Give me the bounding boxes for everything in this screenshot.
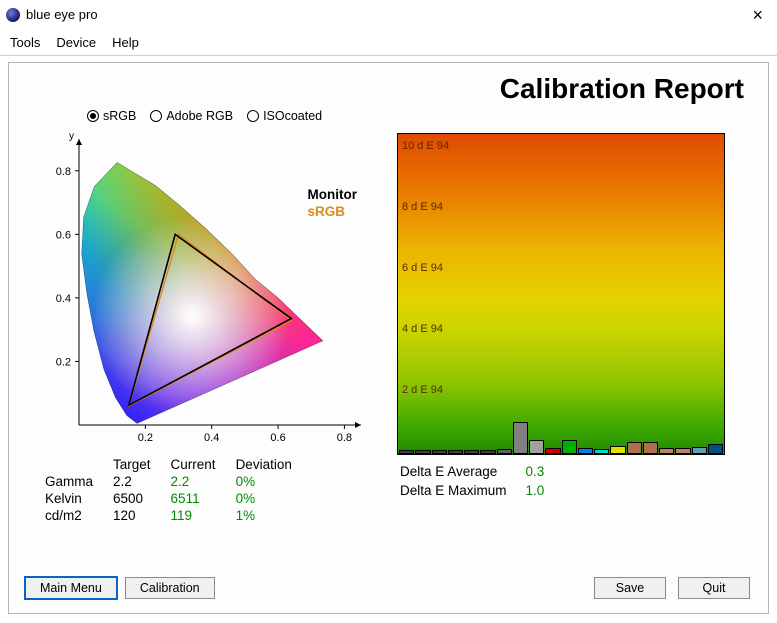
stat-current: 119 [171,508,234,523]
de-bar [497,449,512,454]
content-frame: Calibration Report sRGB Adobe RGB ISOcoa… [8,62,769,614]
right-column: 10 d E 94 8 d E 94 6 d E 94 4 d E 94 2 d E 9… [397,133,741,501]
de-grid-label: 4 d E 94 [402,323,443,335]
de-avg-label: Delta E Average [399,463,523,480]
de-grid-label: 2 d E 94 [402,384,443,396]
de-bar [643,442,658,454]
stat-deviation: 1% [236,508,310,523]
app-icon [6,8,20,22]
svg-text:0.6: 0.6 [56,229,71,241]
save-button[interactable]: Save [594,577,666,599]
stat-name: cd/m2 [45,508,111,523]
table-row: Kelvin650065110% [45,491,310,506]
de-bar [432,450,447,454]
radio-dot-icon [247,110,259,122]
stat-deviation: 0% [236,474,310,489]
stat-target: 120 [113,508,169,523]
de-max-label: Delta E Maximum [399,482,523,499]
legend-monitor: Monitor [308,187,358,204]
svg-text:0.8: 0.8 [56,166,71,178]
menu-device[interactable]: Device [56,35,96,50]
buttons-right: Save Quit [594,577,750,599]
de-bar [659,448,674,454]
delta-e-bars [398,418,724,454]
stat-target: 6500 [113,491,169,506]
quit-button[interactable]: Quit [678,577,750,599]
stats-table: Target Current Deviation Gamma2.22.20%Ke… [43,455,312,525]
left-column: sRGB Adobe RGB ISOcoated y [43,109,387,525]
menubar: Tools Device Help [0,30,777,56]
de-bar [529,440,544,454]
stats-hdr-deviation: Deviation [236,457,310,472]
menu-help[interactable]: Help [112,35,139,50]
de-bar [627,442,642,454]
titlebar: blue eye pro × [0,0,777,30]
de-bar [480,450,495,454]
delta-e-stats: Delta E Average 0.3 Delta E Maximum 1.0 [397,461,547,501]
radio-isocoated[interactable]: ISOcoated [247,109,322,123]
gamut-legend: Monitor sRGB [308,187,358,221]
legend-srgb: sRGB [308,204,358,221]
stats-hdr-current: Current [171,457,234,472]
table-row: cd/m21201191% [45,508,310,523]
report-title: Calibration Report [500,73,744,105]
close-icon[interactable]: × [746,6,769,24]
axis-label-y: y [69,131,74,142]
radio-label: sRGB [103,109,136,123]
de-avg-value: 0.3 [525,463,546,480]
de-bar [415,450,430,454]
stat-target: 2.2 [113,474,169,489]
stat-current: 2.2 [171,474,234,489]
cie-gamut-chart: y [43,129,371,451]
de-bar [545,448,560,454]
svg-text:0.2: 0.2 [56,356,71,368]
stat-current: 6511 [171,491,234,506]
main-menu-button[interactable]: Main Menu [25,577,117,599]
radio-dot-icon [150,110,162,122]
colorspace-radios: sRGB Adobe RGB ISOcoated [43,109,387,123]
buttons-left: Main Menu Calibration [25,577,215,599]
de-bar [448,450,463,454]
svg-text:0.4: 0.4 [204,432,219,444]
radio-srgb[interactable]: sRGB [87,109,136,123]
de-bar [675,448,690,454]
de-bar [692,447,707,454]
delta-e-chart: 10 d E 94 8 d E 94 6 d E 94 4 d E 94 2 d E 9… [397,133,725,455]
table-row: Gamma2.22.20% [45,474,310,489]
radio-label: ISOcoated [263,109,322,123]
de-bar [578,448,593,454]
de-bar [594,449,609,454]
calibration-button[interactable]: Calibration [125,577,215,599]
menu-tools[interactable]: Tools [10,35,40,50]
radio-label: Adobe RGB [166,109,233,123]
de-bar [464,450,479,454]
de-grid-label: 10 d E 94 [402,140,449,152]
svg-text:0.2: 0.2 [138,432,153,444]
svg-text:0.6: 0.6 [270,432,285,444]
de-bar [610,446,625,454]
de-max-value: 1.0 [525,482,546,499]
radio-adobergb[interactable]: Adobe RGB [150,109,233,123]
stats-hdr-target: Target [113,457,169,472]
de-bar [562,440,577,454]
titlebar-left: blue eye pro [6,7,98,22]
de-bar [399,450,414,454]
svg-text:0.4: 0.4 [56,293,71,305]
de-grid-label: 8 d E 94 [402,201,443,213]
de-grid-label: 6 d E 94 [402,262,443,274]
radio-dot-icon [87,110,99,122]
window-title: blue eye pro [26,7,98,22]
gamut-svg: 0.2 0.4 0.6 0.8 0.2 0.4 0.6 0.8 [43,129,371,451]
svg-text:0.8: 0.8 [337,432,352,444]
de-bar [708,444,723,454]
de-bar [513,422,528,454]
stat-deviation: 0% [236,491,310,506]
stat-name: Gamma [45,474,111,489]
stat-name: Kelvin [45,491,111,506]
